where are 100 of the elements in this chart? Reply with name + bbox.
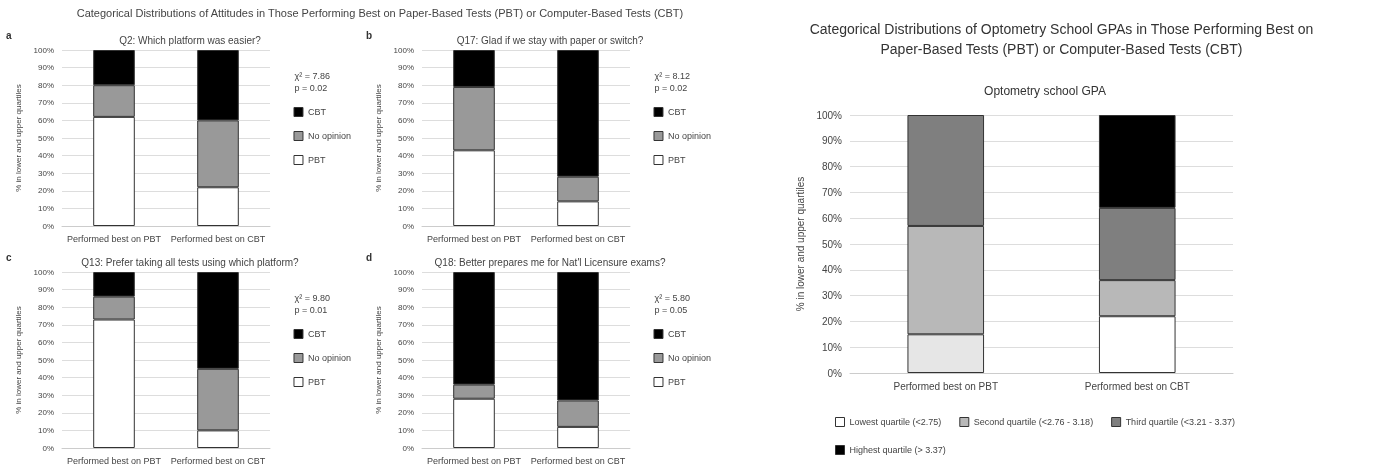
y-tick-label: 100% [816, 109, 843, 121]
text: c [6, 251, 12, 263]
y-tick-label: 40% [821, 264, 843, 276]
y-tick-label: 50% [397, 355, 414, 365]
y-tick-label: 30% [37, 390, 54, 400]
y-tick-label: 0% [402, 443, 414, 453]
chart-subtitle: Q2: Which platform was easier? [119, 34, 262, 46]
x-tick-label: Performed best on PBT [66, 233, 162, 244]
y-tick-label: 80% [821, 161, 843, 173]
y-tick-label: 10% [397, 425, 414, 435]
legend-label: CBT [667, 107, 687, 117]
chart-title: Q13: Prefer taking all tests using which platform? [81, 256, 300, 268]
y-tick-label: 90% [37, 63, 54, 73]
y-tick-label: 40% [397, 373, 414, 383]
legend-label: No opinion [667, 131, 711, 141]
legend-label: CBT [667, 329, 687, 339]
legend-label: No opinion [667, 353, 711, 363]
y-tick-label: 100% [33, 267, 54, 277]
legend-label: PBT [307, 377, 326, 387]
legend-label: Second quartile (<2.76 - 3.18) [973, 417, 1094, 427]
y-tick-label: 80% [37, 302, 54, 312]
y-tick-label: 40% [37, 373, 54, 383]
y-tick-label: 10% [397, 203, 414, 213]
text: χ² = 8.12 p = 0.02 [654, 71, 691, 93]
y-tick-label: 20% [397, 186, 414, 196]
y-tick-label: 70% [397, 320, 414, 330]
y-axis-title: % in lower and upper quartiles [795, 176, 807, 312]
y-tick-label: 70% [37, 98, 54, 108]
y-tick-label: 0% [42, 221, 54, 231]
y-tick-label: 10% [37, 425, 54, 435]
chart-title: Q18: Better prepares me for Nat'l Licensure exams? [434, 256, 666, 268]
x-tick-label: Performed best on PBT [66, 455, 162, 466]
y-tick-label: 50% [821, 238, 843, 250]
legend-label: Third quartile (<3.21 - 3.37) [1125, 417, 1235, 427]
y-tick-label: 70% [397, 98, 414, 108]
x-tick-label: Performed best on CBT [170, 455, 266, 466]
y-tick-label: 40% [37, 151, 54, 161]
x-tick-label: Performed best on PBT [426, 455, 522, 466]
text: χ² = 5.80 p = 0.05 [654, 293, 691, 315]
y-tick-label: 0% [42, 443, 54, 453]
y-tick-label: 30% [397, 390, 414, 400]
y-tick-label: 0% [827, 367, 843, 379]
text: d [366, 251, 373, 263]
y-tick-label: 10% [821, 341, 843, 353]
legend-label: Lowest quartile (<2.75) [849, 417, 942, 427]
y-axis-title: % in lower and upper quartiles [374, 306, 384, 414]
x-tick-label: Performed best on CBT [170, 233, 266, 244]
legend-label: PBT [667, 377, 686, 387]
y-tick-label: 20% [397, 408, 414, 418]
x-tick-label: Performed best on CBT [1084, 380, 1190, 392]
y-tick-label: 20% [37, 186, 54, 196]
x-tick-label: Performed best on PBT [893, 380, 998, 392]
y-tick-label: 0% [402, 221, 414, 231]
text: χ² = 9.80 p = 0.01 [294, 293, 331, 315]
y-tick-label: 90% [37, 285, 54, 295]
legend-label: Highest quartile (> 3.37) [849, 445, 946, 455]
text: b [366, 29, 373, 41]
y-tick-label: 80% [397, 80, 414, 90]
text: Categorical Distributions of Attitudes in Those Performing Best on Paper-Based Tests (PBT) or Computer-Based Tests (CBT) [75, 6, 685, 20]
y-tick-label: 10% [37, 203, 54, 213]
y-tick-label: 70% [37, 320, 54, 330]
y-tick-label: 90% [397, 63, 414, 73]
legend-label: PBT [667, 155, 686, 165]
y-tick-label: 70% [821, 186, 843, 198]
legend-label: CBT [307, 329, 327, 339]
x-tick-label: Performed best on CBT [530, 455, 626, 466]
y-tick-label: 60% [37, 115, 54, 125]
legend-label: CBT [307, 107, 327, 117]
text: a [6, 29, 12, 41]
text: χ² = 7.86 p = 0.02 [294, 71, 331, 93]
y-tick-label: 90% [821, 135, 843, 147]
chart-title: Categorical Distributions of Optometry School GPAs in Those Performing Best on Paper-Based Tests (PBT) or Computer-Based Tests (CBT) [809, 21, 1314, 57]
legend-label: PBT [307, 155, 326, 165]
chart-title: Q17: Glad if we stay with paper or switch? [456, 34, 644, 46]
y-tick-label: 60% [37, 337, 54, 347]
chart-subtitle: Optometry school GPA [984, 84, 1106, 98]
y-axis-title: % in lower and upper quartiles [14, 84, 24, 192]
x-tick-label: Performed best on PBT [426, 233, 522, 244]
y-tick-label: 20% [821, 315, 843, 327]
y-axis-title: % in lower and upper quartiles [14, 306, 24, 414]
y-tick-label: 60% [397, 337, 414, 347]
y-tick-label: 50% [37, 133, 54, 143]
y-tick-label: 60% [397, 115, 414, 125]
y-tick-label: 20% [37, 408, 54, 418]
y-tick-label: 30% [397, 168, 414, 178]
legend-label: No opinion [307, 131, 351, 141]
y-tick-label: 30% [821, 290, 843, 302]
legend-label: No opinion [307, 353, 351, 363]
y-tick-label: 40% [397, 151, 414, 161]
y-axis-title: % in lower and upper quartiles [374, 84, 384, 192]
y-tick-label: 100% [33, 45, 54, 55]
y-tick-label: 100% [393, 267, 414, 277]
y-tick-label: 90% [397, 285, 414, 295]
y-tick-label: 100% [393, 45, 414, 55]
y-tick-label: 80% [397, 302, 414, 312]
y-tick-label: 30% [37, 168, 54, 178]
y-tick-label: 50% [37, 355, 54, 365]
x-tick-label: Performed best on CBT [530, 233, 626, 244]
y-tick-label: 50% [397, 133, 414, 143]
y-tick-label: 60% [821, 212, 843, 224]
